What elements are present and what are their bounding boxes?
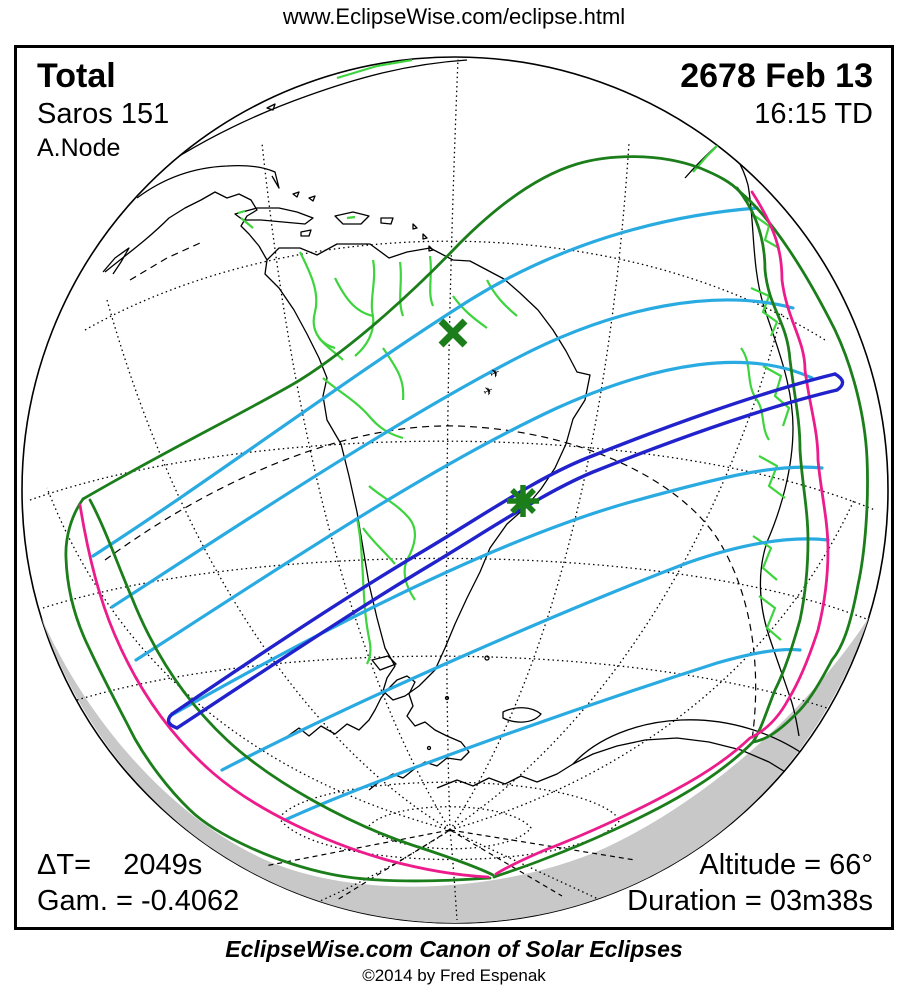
node-label: A.Node — [37, 133, 121, 162]
site-url-text: www.EclipseWise.com/eclipse.html — [282, 4, 626, 29]
subsolar-point-marker — [438, 318, 468, 348]
terminator-curves — [78, 190, 830, 879]
delta-t-label: ΔT= 2049s — [37, 849, 203, 882]
eclipse-type-label: Total — [37, 57, 116, 95]
gamma-label: Gam. = -0.4062 — [37, 884, 240, 917]
sunset-terminator — [494, 190, 830, 876]
totality-path — [166, 372, 845, 730]
duration-label: Duration = 03m38s — [627, 884, 873, 917]
night-shading — [41, 617, 869, 923]
eclipse-time-label: 16:15 TD — [754, 98, 873, 131]
eclipse-map: ✈ ✈ — [21, 56, 889, 924]
dashed-reference-arc — [104, 425, 757, 741]
western-limit-loop — [64, 497, 492, 883]
copyright-text: ©2014 by Fred Espenak — [362, 966, 546, 985]
southern-penumbral-limit-west — [88, 498, 495, 877]
graticule-parallels — [29, 240, 876, 861]
eclipse-date-label: 2678 Feb 13 — [680, 57, 873, 95]
eclipse-map-frame: ✈ ✈ Total Saros 151 A.Node 2678 Feb 13 1… — [14, 45, 894, 930]
eclipse-date-block: 2678 Feb 13 16:15 TD — [680, 56, 873, 133]
sunrise-terminator — [78, 503, 490, 879]
delta-t-block: ΔT= 2049s Gam. = -0.4062 — [37, 848, 239, 919]
saros-label: Saros 151 — [37, 98, 170, 131]
southern-penumbral-limit-east — [492, 740, 755, 879]
canon-title: EclipseWise.com Canon of Solar Eclipses — [225, 936, 683, 962]
altitude-block: Altitude = 66° Duration = 03m38s — [627, 848, 873, 919]
eastern-penumbral-limit — [735, 186, 810, 744]
pole-dashed-radials — [264, 829, 636, 901]
eclipse-type-block: Total Saros 151 A.Node — [37, 56, 169, 163]
greatest-eclipse-marker — [507, 485, 539, 517]
dashed-reference-segment — [129, 242, 201, 281]
magnitude-contour-lines — [91, 206, 830, 822]
altitude-label: Altitude = 66° — [699, 849, 873, 882]
penumbra-limits — [64, 155, 869, 883]
